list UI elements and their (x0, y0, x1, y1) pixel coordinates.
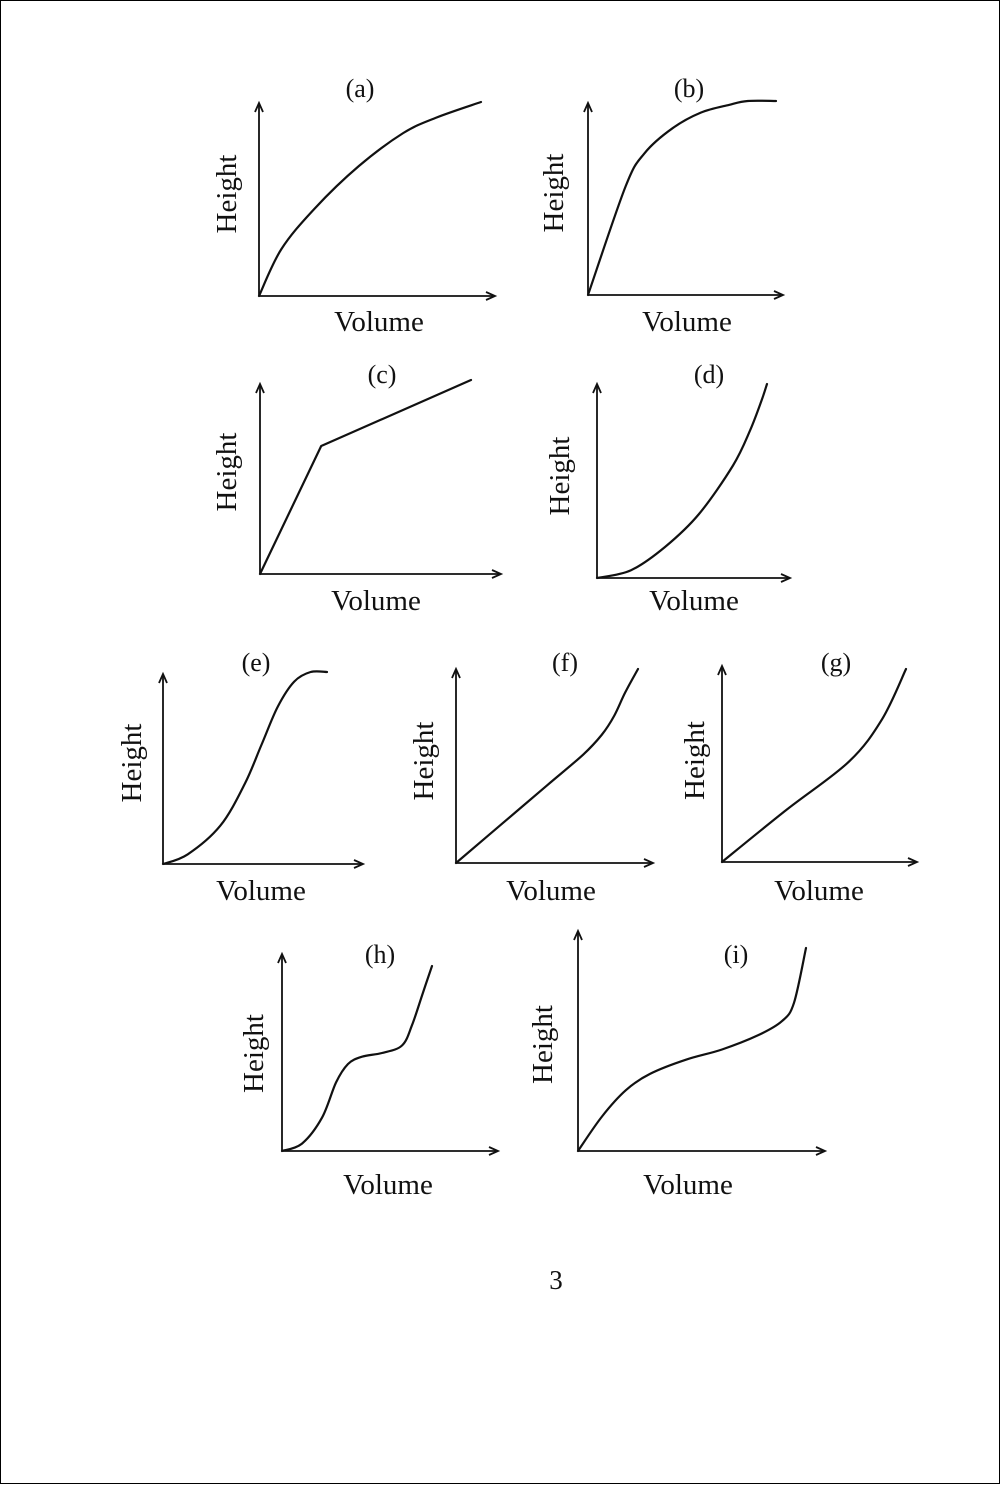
y-axis-arrow-icon (254, 100, 264, 113)
chart-panel-f: (f) Volume Height (408, 648, 656, 907)
chart-panel-c: (c) Volume Height (211, 360, 504, 617)
x-axis-label: Volume (334, 306, 424, 338)
x-axis-label: Volume (642, 306, 732, 338)
x-axis-label: Volume (343, 1169, 433, 1201)
chart-panel-b: (b) Volume Height (538, 74, 786, 338)
height-volume-curve (454, 667, 640, 865)
y-axis-arrow-icon (583, 100, 593, 113)
x-axis-arrow-icon (485, 291, 498, 301)
x-axis-arrow-icon (491, 569, 504, 579)
panel-label: (b) (674, 74, 704, 103)
chart-panel-h: (h) Volume Height (238, 940, 501, 1201)
chart-panel-d: (d) Volume Height (544, 360, 793, 617)
y-axis-label: Height (238, 1014, 270, 1093)
x-axis-arrow-icon (815, 1146, 828, 1156)
panel-label: (h) (365, 940, 395, 969)
x-axis-label: Volume (774, 875, 864, 907)
chart-panel-a: (a) Volume Height (211, 74, 498, 338)
y-axis-label: Height (544, 437, 576, 516)
panel-label: (d) (694, 360, 724, 389)
height-volume-curve (595, 382, 769, 580)
panel-label: (c) (368, 360, 397, 389)
y-axis-label: Height (211, 433, 243, 512)
x-axis-arrow-icon (773, 290, 786, 300)
panel-label: (a) (346, 74, 375, 103)
chart-panel-e: (e) Volume Height (116, 648, 366, 907)
y-axis-label: Height (538, 154, 570, 233)
y-axis-arrow-icon (717, 663, 727, 676)
x-axis-label: Volume (331, 585, 421, 617)
x-axis-arrow-icon (907, 857, 920, 867)
y-axis-label: Height (679, 721, 711, 800)
y-axis-label: Height (211, 155, 243, 234)
height-volume-curve (280, 964, 434, 1153)
y-axis-label: Height (116, 724, 148, 803)
height-volume-curve (161, 670, 329, 866)
height-volume-curve (586, 99, 778, 297)
y-axis-arrow-icon (158, 671, 168, 684)
x-axis-arrow-icon (780, 573, 793, 583)
y-axis-arrow-icon (277, 951, 287, 964)
y-axis-arrow-icon (573, 928, 583, 941)
y-axis-label: Height (527, 1005, 559, 1084)
chart-panel-i: (i) Volume Height (527, 928, 828, 1201)
panel-label: (g) (821, 648, 851, 677)
height-volume-curve (720, 667, 908, 864)
panel-label: (f) (552, 648, 578, 677)
panel-label: (e) (242, 648, 271, 677)
y-axis-arrow-icon (592, 381, 602, 394)
y-axis-arrow-icon (255, 381, 265, 394)
x-axis-label: Volume (649, 585, 739, 617)
x-axis-label: Volume (643, 1169, 733, 1201)
chart-panel-g: (g) Volume Height (679, 648, 920, 907)
height-volume-curve (576, 946, 808, 1153)
x-axis-arrow-icon (643, 858, 656, 868)
x-axis-arrow-icon (353, 859, 366, 869)
y-axis-arrow-icon (451, 666, 461, 679)
x-axis-label: Volume (216, 875, 306, 907)
x-axis-label: Volume (506, 875, 596, 907)
height-volume-curve (257, 100, 483, 298)
height-volume-curve (258, 378, 473, 576)
panel-label: (i) (724, 940, 749, 969)
y-axis-label: Height (408, 722, 440, 801)
x-axis-arrow-icon (488, 1146, 501, 1156)
